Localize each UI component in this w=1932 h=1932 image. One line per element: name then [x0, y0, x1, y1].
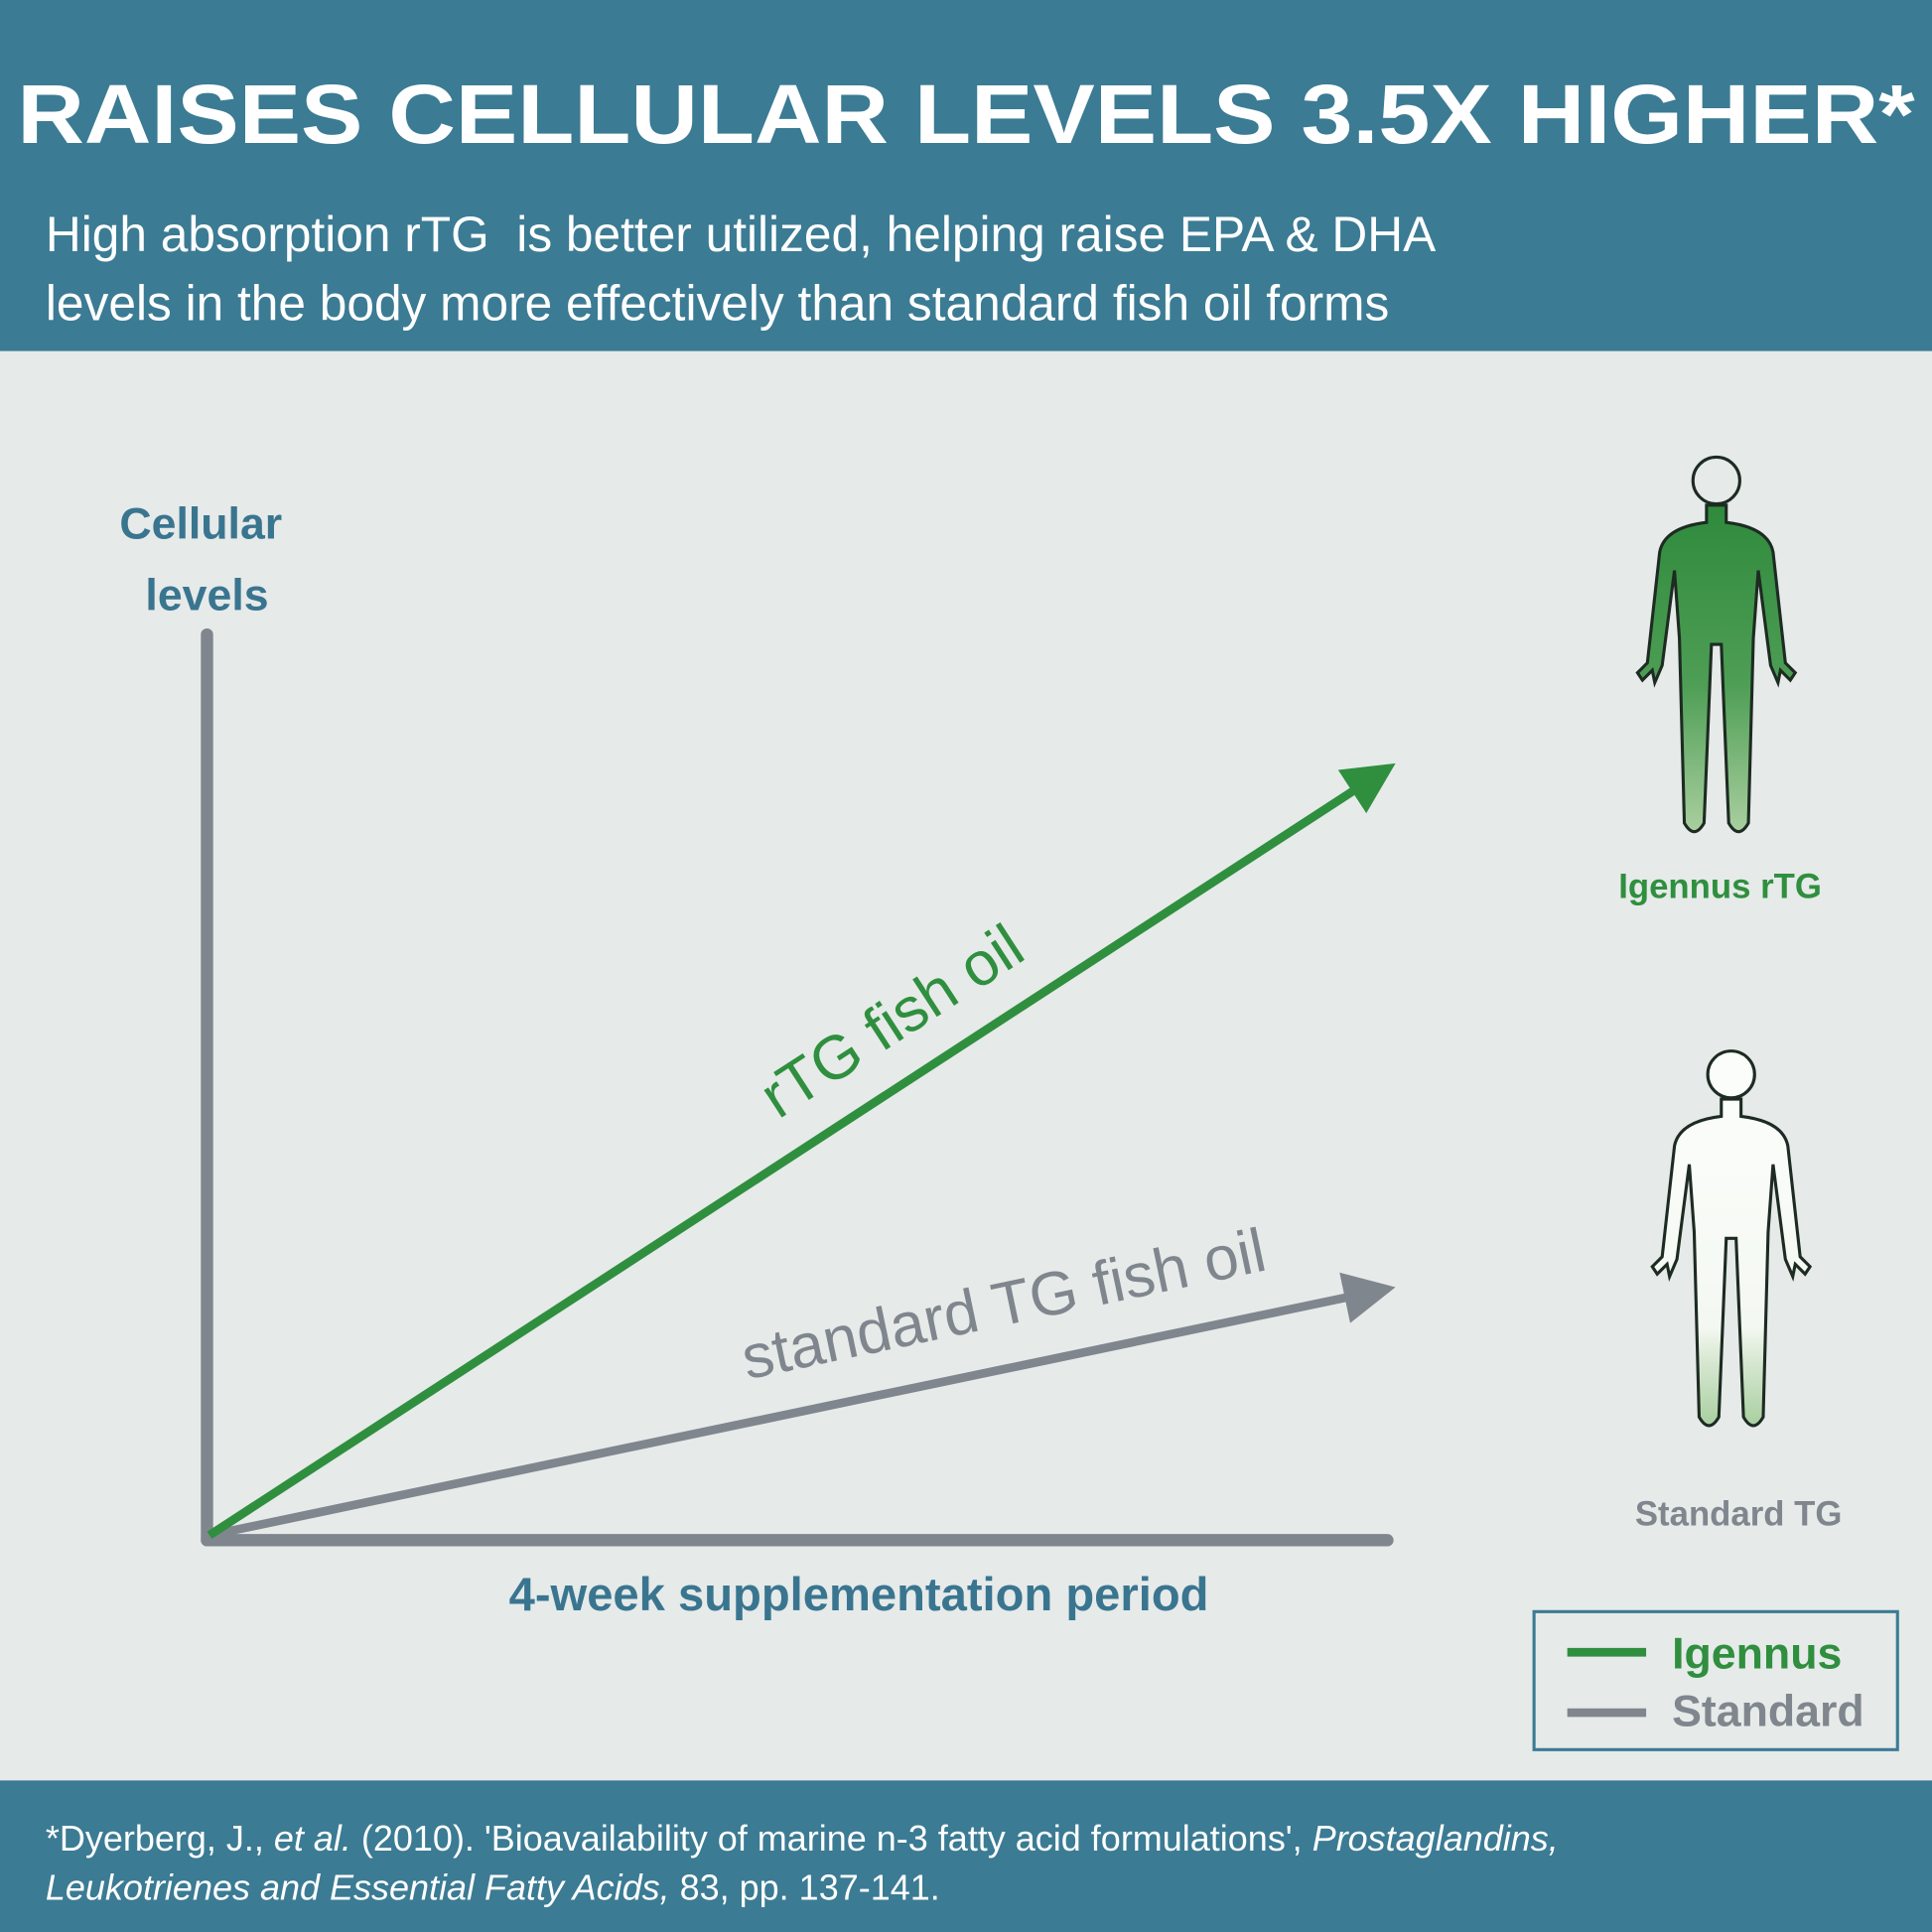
legend-label: Standard	[1672, 1688, 1864, 1736]
header-band	[0, 0, 1932, 351]
y-axis-label: Cellular	[119, 499, 282, 548]
x-axis-label: 4-week supplementation period	[509, 1568, 1209, 1620]
y-axis-label: levels	[145, 571, 268, 620]
citation-line: Leukotrienes and Essential Fatty Acids, …	[46, 1867, 940, 1908]
figure-label: Igennus rTG	[1618, 869, 1822, 906]
legend-label: Igennus	[1672, 1629, 1842, 1678]
citation-text: 83, pp. 137-141.	[670, 1867, 940, 1908]
figure-label: Standard TG	[1635, 1495, 1843, 1533]
citation-text: (2010). 'Bioavailability of marine n-3 f…	[351, 1818, 1312, 1859]
subtitle-line: High absorption rTG is better utilized, …	[46, 207, 1436, 262]
footer-band	[0, 1780, 1932, 1932]
rtg-arrow	[207, 762, 1396, 1540]
title: RAISES CELLULAR LEVELS 3.5X HIGHER*	[17, 68, 1914, 161]
body-band	[0, 350, 1932, 1781]
citation-text: *Dyerberg, J.,	[46, 1818, 274, 1859]
citation-text: Prostaglandins,	[1312, 1818, 1559, 1859]
citation-text: Leukotrienes and Essential Fatty Acids,	[46, 1867, 670, 1908]
legend-box	[1532, 1609, 1899, 1751]
subtitle-line: levels in the body more effectively than…	[46, 276, 1389, 332]
standard-arrow	[208, 1272, 1396, 1540]
citation-text: et al.	[274, 1818, 351, 1859]
figure-rtg	[1635, 455, 1797, 834]
citation-line: *Dyerberg, J., et al. (2010). 'Bioavaila…	[46, 1818, 1559, 1859]
figure-standard	[1650, 1049, 1812, 1428]
